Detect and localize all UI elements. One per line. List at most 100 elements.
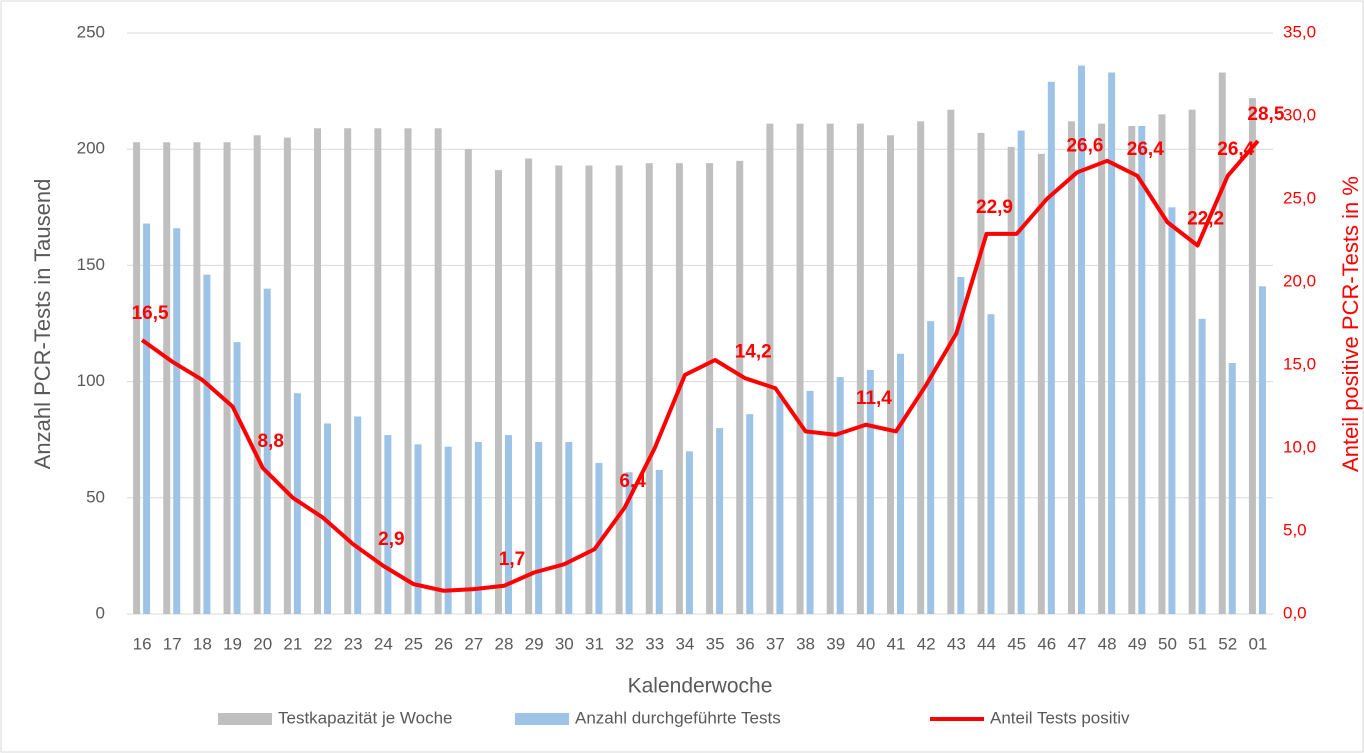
- bar: [414, 444, 422, 614]
- bar: [1077, 65, 1085, 614]
- x-tick-label: 51: [1188, 634, 1207, 653]
- y2-tick-label: 20,0: [1283, 271, 1316, 290]
- x-tick-label: 19: [223, 634, 242, 653]
- bar: [464, 149, 472, 614]
- x-tick-label: 43: [947, 634, 966, 653]
- bar: [1138, 125, 1146, 615]
- bar: [897, 353, 905, 614]
- y2-tick-label: 15,0: [1283, 354, 1316, 373]
- x-tick-label: 33: [645, 634, 664, 653]
- x-tick-label: 40: [856, 634, 875, 653]
- bar: [474, 442, 482, 614]
- data-label: 2,9: [378, 529, 404, 550]
- x-tick-label: 17: [163, 634, 182, 653]
- bar: [1067, 121, 1075, 614]
- x-tick-label: 22: [314, 634, 333, 653]
- bar: [1168, 207, 1176, 615]
- x-tick-label: 31: [585, 634, 604, 653]
- bar: [504, 435, 512, 614]
- x-tick-label: 30: [555, 634, 574, 653]
- bar: [324, 423, 332, 614]
- y-tick-label: 50: [86, 487, 105, 506]
- x-tick-label: 25: [404, 634, 423, 653]
- bar: [374, 128, 382, 614]
- bar: [1218, 72, 1226, 615]
- x-tick-label: 18: [193, 634, 212, 653]
- data-label: 16,5: [132, 303, 169, 324]
- bar: [203, 274, 211, 614]
- x-tick-label: 49: [1128, 634, 1147, 653]
- y2-tick-label: 30,0: [1283, 105, 1316, 124]
- data-label: 26,4: [1217, 139, 1254, 160]
- bar: [625, 472, 633, 614]
- x-tick-label: 44: [977, 634, 996, 653]
- legend-label: Testkapazität je Woche: [278, 708, 453, 727]
- x-tick-label: 37: [766, 634, 785, 653]
- data-label: 6,4: [619, 471, 646, 492]
- bar: [1198, 318, 1206, 614]
- x-tick-label: 42: [917, 634, 936, 653]
- bar: [163, 142, 171, 614]
- bar: [957, 277, 965, 614]
- x-tick-label: 01: [1248, 634, 1267, 653]
- bar: [927, 321, 935, 614]
- bar: [706, 163, 714, 615]
- bar: [1017, 130, 1025, 614]
- bar: [856, 123, 864, 615]
- bar: [404, 128, 412, 614]
- y-tick-label: 0: [96, 603, 105, 622]
- y2-tick-label: 10,0: [1283, 437, 1316, 456]
- y-tick-label: 150: [77, 255, 105, 274]
- bar: [1108, 72, 1116, 615]
- x-tick-label: 23: [344, 634, 363, 653]
- x-tick-label: 26: [434, 634, 453, 653]
- bar: [1128, 125, 1136, 615]
- bar: [776, 395, 784, 614]
- x-tick-label: 50: [1158, 634, 1177, 653]
- bar: [806, 390, 814, 614]
- bar: [344, 128, 352, 614]
- x-tick-label: 21: [283, 634, 302, 653]
- bar: [1007, 146, 1015, 614]
- y-tick-label: 100: [77, 371, 105, 390]
- data-label: 26,6: [1066, 135, 1103, 156]
- x-tick-label: 29: [525, 634, 544, 653]
- bar: [1158, 114, 1166, 614]
- bar: [826, 123, 834, 615]
- bar: [173, 228, 181, 614]
- bar: [253, 135, 261, 615]
- bar: [1047, 81, 1055, 614]
- x-tick-label: 28: [495, 634, 514, 653]
- bar: [615, 165, 623, 614]
- x-tick-label: 39: [826, 634, 845, 653]
- data-label: 11,4: [856, 388, 892, 409]
- bar: [585, 165, 593, 614]
- data-label: 22,9: [976, 197, 1013, 218]
- legend-label: Anteil Tests positiv: [990, 708, 1130, 727]
- bar: [987, 314, 995, 614]
- bar: [1258, 286, 1266, 614]
- bar: [444, 446, 452, 614]
- data-label: 14,2: [735, 341, 772, 362]
- y2-axis-title: Anteil positive PCR-Tests in %: [1338, 176, 1363, 472]
- x-tick-label: 48: [1098, 634, 1117, 653]
- bar: [434, 128, 442, 614]
- y-tick-label: 200: [77, 139, 105, 158]
- bar: [1098, 123, 1106, 615]
- x-tick-label: 27: [464, 634, 483, 653]
- bar: [917, 121, 925, 614]
- bar: [736, 160, 744, 614]
- bar: [384, 435, 392, 614]
- data-label: 22,2: [1187, 208, 1224, 229]
- data-label: 26,4: [1127, 139, 1164, 160]
- bar: [555, 165, 563, 614]
- x-tick-label: 47: [1068, 634, 1087, 653]
- bar: [716, 428, 724, 614]
- bar: [887, 135, 895, 615]
- legend-label: Anzahl durchgeführte Tests: [575, 708, 781, 727]
- x-tick-label: 46: [1037, 634, 1056, 653]
- bar: [766, 123, 774, 615]
- y-axis-title: Anzahl PCR-Tests in Tausend: [30, 179, 55, 470]
- bar: [354, 416, 362, 614]
